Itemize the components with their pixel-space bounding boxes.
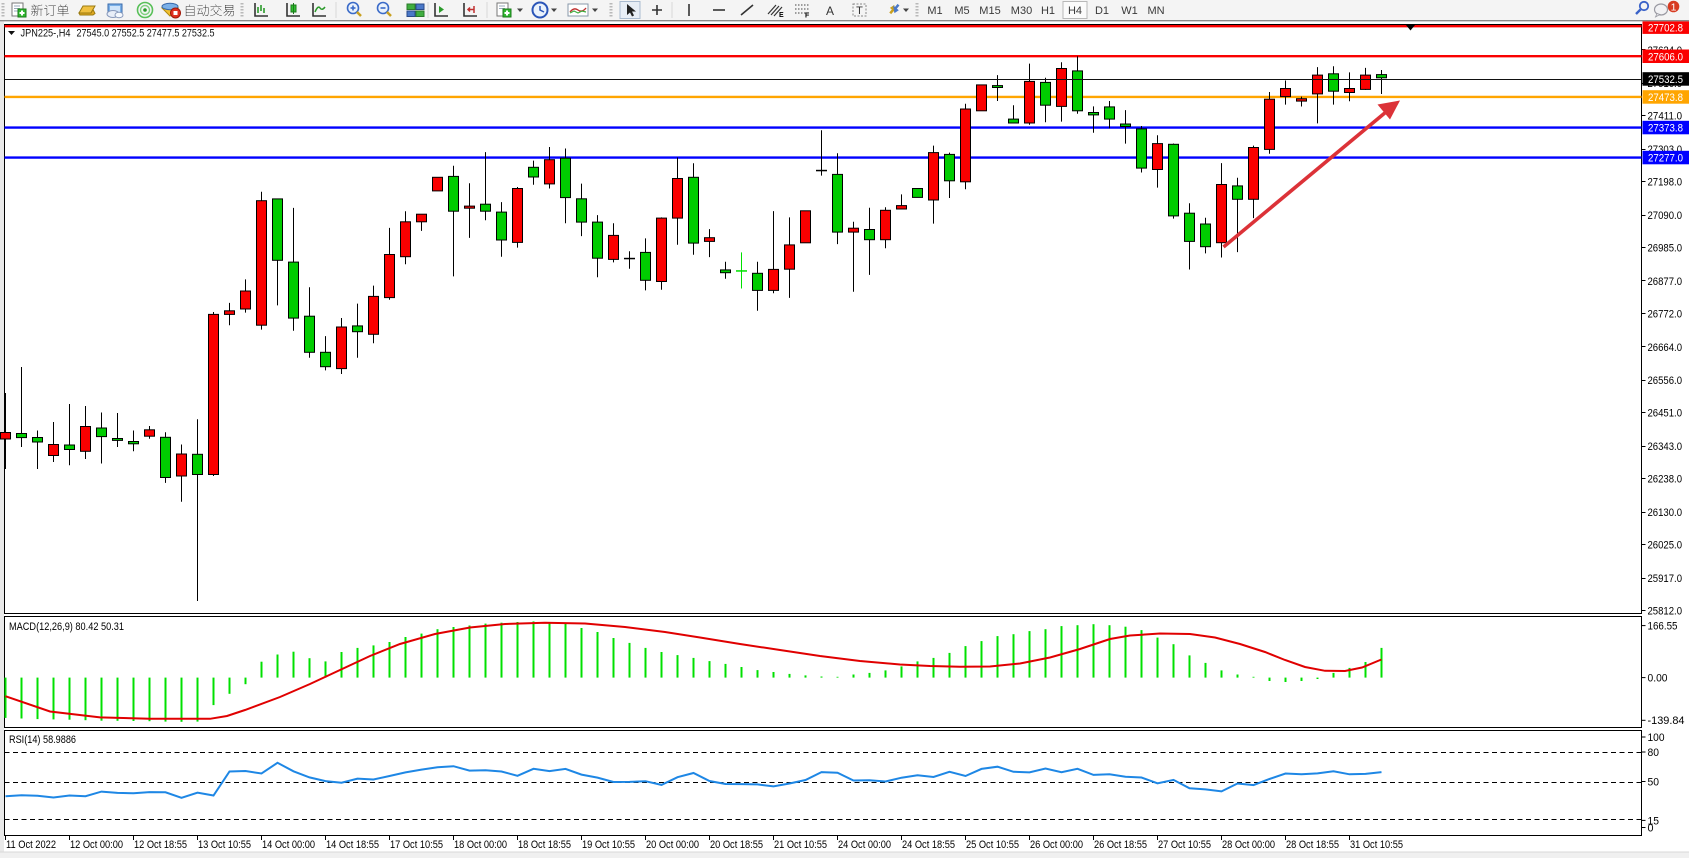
svg-text:M5: M5 [954, 5, 969, 17]
svg-text:H4: H4 [1068, 5, 1082, 17]
svg-text:M1: M1 [927, 5, 942, 17]
svg-text:A: A [826, 4, 834, 18]
svg-text:25917.0: 25917.0 [1648, 573, 1683, 585]
svg-text:27373.8: 27373.8 [1648, 123, 1683, 135]
svg-text:31 Oct 10:55: 31 Oct 10:55 [1350, 839, 1403, 851]
svg-text:0: 0 [1648, 822, 1654, 834]
svg-text:26451.0: 26451.0 [1648, 408, 1683, 420]
svg-text:D1: D1 [1095, 5, 1109, 17]
svg-text:14 Oct 00:00: 14 Oct 00:00 [262, 839, 315, 851]
svg-text:19 Oct 10:55: 19 Oct 10:55 [582, 839, 635, 851]
svg-text:12 Oct 18:55: 12 Oct 18:55 [134, 839, 187, 851]
svg-text:26556.0: 26556.0 [1648, 375, 1683, 387]
svg-text:W1: W1 [1121, 5, 1138, 17]
svg-text:26664.0: 26664.0 [1648, 342, 1683, 354]
svg-text:166.55: 166.55 [1648, 621, 1678, 633]
svg-text:0.00: 0.00 [1648, 673, 1668, 685]
svg-text:27473.8: 27473.8 [1648, 92, 1683, 104]
svg-text:20 Oct 18:55: 20 Oct 18:55 [710, 839, 763, 851]
svg-text:11 Oct 2022: 11 Oct 2022 [6, 839, 56, 851]
svg-text:24 Oct 00:00: 24 Oct 00:00 [838, 839, 891, 851]
svg-text:-139.84: -139.84 [1648, 715, 1685, 727]
svg-text:27090.0: 27090.0 [1648, 210, 1683, 222]
svg-text:25812.0: 25812.0 [1648, 605, 1683, 617]
svg-text:26877.0: 26877.0 [1648, 276, 1683, 288]
svg-text:12 Oct 00:00: 12 Oct 00:00 [70, 839, 123, 851]
svg-text:26772.0: 26772.0 [1648, 308, 1683, 320]
svg-text:50: 50 [1648, 776, 1660, 788]
svg-text:14 Oct 18:55: 14 Oct 18:55 [326, 839, 379, 851]
svg-text:T: T [856, 5, 863, 17]
svg-text:RSI(14) 58.9886: RSI(14) 58.9886 [9, 734, 76, 746]
svg-text:27545.0 27552.5 27477.5 27532.: 27545.0 27552.5 27477.5 27532.5 [77, 28, 215, 40]
svg-text:26343.0: 26343.0 [1648, 441, 1683, 453]
svg-text:27702.8: 27702.8 [1648, 23, 1683, 35]
svg-text:27 Oct 10:55: 27 Oct 10:55 [1158, 839, 1211, 851]
svg-text:26 Oct 00:00: 26 Oct 00:00 [1030, 839, 1083, 851]
svg-text:27532.5: 27532.5 [1648, 74, 1683, 86]
svg-text:M30: M30 [1011, 5, 1032, 17]
svg-text:27277.0: 27277.0 [1648, 153, 1683, 165]
svg-text:27606.0: 27606.0 [1648, 51, 1683, 63]
svg-text:MACD(12,26,9) 80.42 50.31: MACD(12,26,9) 80.42 50.31 [9, 621, 124, 633]
svg-text:17 Oct 10:55: 17 Oct 10:55 [390, 839, 443, 851]
svg-text:18 Oct 00:00: 18 Oct 00:00 [454, 839, 507, 851]
svg-text:20 Oct 00:00: 20 Oct 00:00 [646, 839, 699, 851]
svg-text:28 Oct 18:55: 28 Oct 18:55 [1286, 839, 1339, 851]
svg-text:28 Oct 00:00: 28 Oct 00:00 [1222, 839, 1275, 851]
svg-text:18 Oct 18:55: 18 Oct 18:55 [518, 839, 571, 851]
svg-text:13 Oct 10:55: 13 Oct 10:55 [198, 839, 251, 851]
svg-text:26985.0: 26985.0 [1648, 243, 1683, 255]
svg-text:1: 1 [1671, 2, 1677, 14]
svg-text:25 Oct 10:55: 25 Oct 10:55 [966, 839, 1019, 851]
svg-text:80: 80 [1648, 747, 1660, 759]
svg-text:F: F [805, 13, 810, 20]
svg-text:26238.0: 26238.0 [1648, 474, 1683, 486]
svg-text:E: E [779, 12, 784, 19]
svg-text:100: 100 [1648, 732, 1665, 744]
svg-text:27198.0: 27198.0 [1648, 177, 1683, 189]
svg-text:26130.0: 26130.0 [1648, 507, 1683, 519]
svg-text:M15: M15 [979, 5, 1000, 17]
svg-text:JPN225-,H4: JPN225-,H4 [21, 28, 71, 40]
svg-text:H1: H1 [1041, 5, 1055, 17]
svg-text:MN: MN [1147, 5, 1164, 17]
svg-text:21 Oct 10:55: 21 Oct 10:55 [774, 839, 827, 851]
svg-text:26 Oct 18:55: 26 Oct 18:55 [1094, 839, 1147, 851]
svg-text:24 Oct 18:55: 24 Oct 18:55 [902, 839, 955, 851]
svg-text:26025.0: 26025.0 [1648, 540, 1683, 552]
